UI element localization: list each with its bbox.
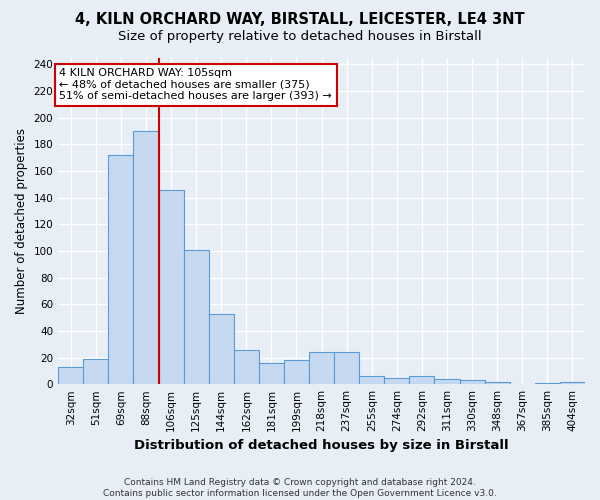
Bar — [209, 314, 234, 384]
Bar — [83, 359, 109, 384]
Text: 4 KILN ORCHARD WAY: 105sqm
← 48% of detached houses are smaller (375)
51% of sem: 4 KILN ORCHARD WAY: 105sqm ← 48% of deta… — [59, 68, 332, 102]
Bar — [535, 383, 560, 384]
Bar — [434, 379, 460, 384]
Text: Size of property relative to detached houses in Birstall: Size of property relative to detached ho… — [118, 30, 482, 43]
Bar — [409, 376, 434, 384]
Bar — [560, 382, 585, 384]
Bar — [334, 352, 359, 384]
Bar — [109, 155, 133, 384]
Bar — [158, 190, 184, 384]
Bar — [385, 378, 409, 384]
Text: 4, KILN ORCHARD WAY, BIRSTALL, LEICESTER, LE4 3NT: 4, KILN ORCHARD WAY, BIRSTALL, LEICESTER… — [75, 12, 525, 28]
Bar — [133, 131, 158, 384]
X-axis label: Distribution of detached houses by size in Birstall: Distribution of detached houses by size … — [134, 440, 509, 452]
Bar — [359, 376, 385, 384]
Bar — [485, 382, 510, 384]
Y-axis label: Number of detached properties: Number of detached properties — [15, 128, 28, 314]
Bar — [460, 380, 485, 384]
Bar — [259, 363, 284, 384]
Bar — [234, 350, 259, 384]
Bar — [284, 360, 309, 384]
Text: Contains HM Land Registry data © Crown copyright and database right 2024.
Contai: Contains HM Land Registry data © Crown c… — [103, 478, 497, 498]
Bar — [58, 367, 83, 384]
Bar — [309, 352, 334, 384]
Bar — [184, 250, 209, 384]
